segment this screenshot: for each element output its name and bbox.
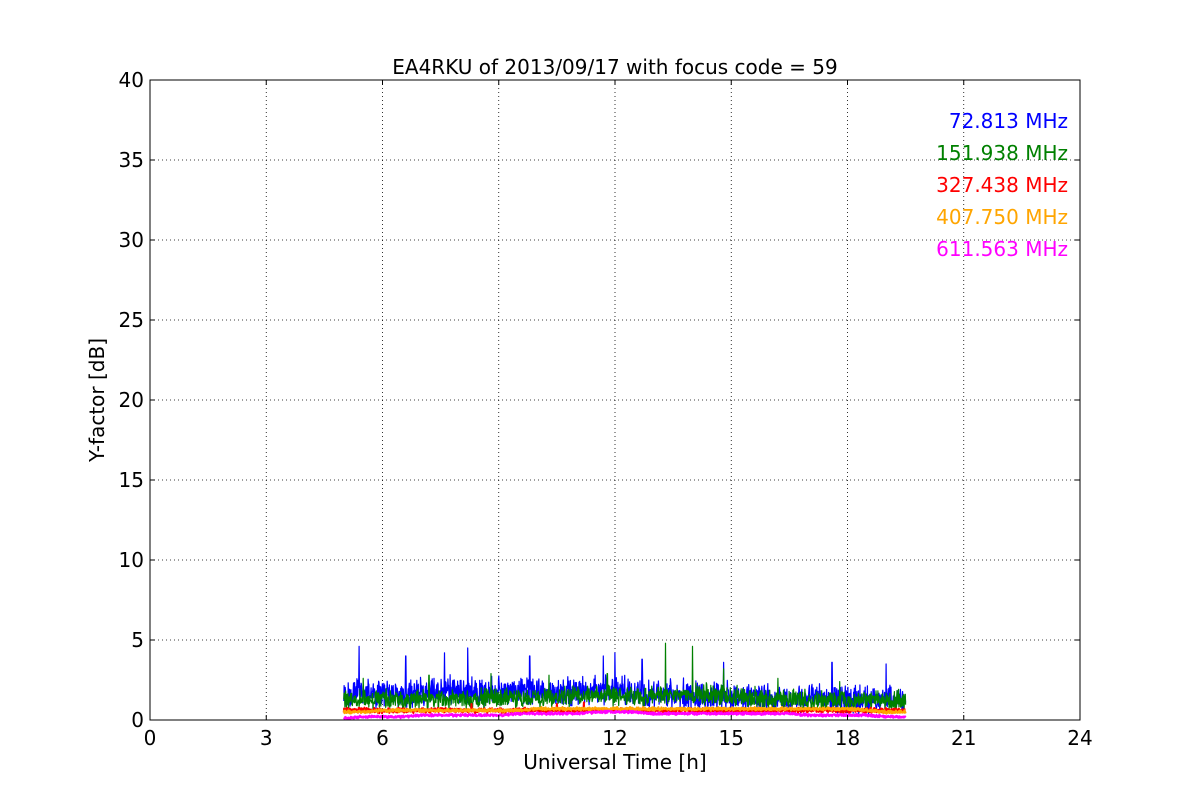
legend: 72.813 MHz 151.938 MHz 327.438 MHz 407.750 …: [936, 109, 1068, 261]
legend-entry: 407.750 MHz: [936, 205, 1068, 229]
y-tick-label: 5: [131, 628, 144, 652]
series-layer: [342, 642, 907, 721]
x-tick-label: 6: [376, 726, 389, 750]
y-tick-label: 10: [119, 548, 144, 572]
series-line: [342, 709, 907, 721]
x-tick-label: 24: [1067, 726, 1092, 750]
x-axis-label: Universal Time [h]: [523, 750, 706, 774]
series-line: [343, 642, 907, 713]
y-tick-label: 20: [119, 388, 144, 412]
y-tick-label: 15: [119, 468, 144, 492]
series-line: [342, 705, 907, 715]
y-tick-label: 35: [119, 148, 144, 172]
legend-entry: 611.563 MHz: [936, 237, 1068, 261]
y-tick-label: 0: [131, 708, 144, 732]
y-tick-label: 40: [119, 68, 144, 92]
ticks: 0 3 6 9 12 15 18 21 24 0 5 10 15 20 25 30 35 40: [119, 68, 1093, 750]
x-tick-label: 9: [492, 726, 505, 750]
x-tick-label: 3: [260, 726, 273, 750]
legend-entry: 151.938 MHz: [936, 141, 1068, 165]
chart-title: EA4RKU of 2013/09/17 with focus code = 5…: [392, 55, 837, 79]
y-tick-label: 30: [119, 228, 144, 252]
x-tick-label: 12: [602, 726, 627, 750]
legend-entry: 327.438 MHz: [936, 173, 1068, 197]
y-tick-label: 25: [119, 308, 144, 332]
x-tick-label: 21: [951, 726, 976, 750]
x-tick-label: 15: [719, 726, 744, 750]
x-tick-label: 18: [835, 726, 860, 750]
x-tick-label: 0: [144, 726, 157, 750]
grid: [150, 80, 1080, 720]
legend-entry: 72.813 MHz: [949, 109, 1068, 133]
y-axis-label: Y-factor [dB]: [85, 338, 109, 463]
